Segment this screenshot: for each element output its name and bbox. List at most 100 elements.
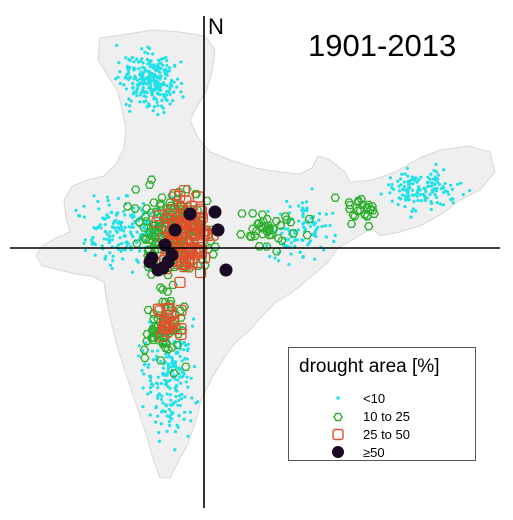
lt10-marker xyxy=(150,382,154,387)
lt10-marker xyxy=(76,213,81,218)
lt10-marker xyxy=(126,71,131,75)
legend-item-ge50: ≥50 xyxy=(289,444,475,462)
lt10-marker xyxy=(403,188,407,192)
c10to25-marker xyxy=(361,204,372,213)
lt10-marker xyxy=(433,175,438,179)
lt10-marker xyxy=(116,243,121,247)
lt10-marker xyxy=(129,99,133,103)
lt10-marker xyxy=(143,81,147,85)
legend-title: drought area [%] xyxy=(299,356,440,377)
c25to50-marker xyxy=(200,227,213,240)
lt10-marker xyxy=(107,240,112,244)
lt10-marker xyxy=(121,257,125,261)
lt10-marker xyxy=(126,241,130,246)
lt10-marker xyxy=(159,397,164,402)
lt10-marker xyxy=(155,79,159,83)
c10to25-marker xyxy=(144,180,155,189)
lt10-marker xyxy=(175,85,179,89)
lt10-marker xyxy=(148,374,153,378)
lt10-marker xyxy=(130,222,134,226)
lt10-marker xyxy=(406,187,410,192)
c10to25-marker xyxy=(261,242,272,251)
lt10-marker xyxy=(159,61,163,65)
lt10-marker xyxy=(144,341,148,345)
lt10-marker xyxy=(110,238,114,242)
lt10-marker xyxy=(145,90,149,95)
lt10-marker xyxy=(447,192,451,196)
lt10-marker xyxy=(196,400,200,404)
lt10-marker xyxy=(156,414,160,418)
c10to25-marker xyxy=(132,239,142,248)
lt10-marker xyxy=(118,70,122,74)
lt10-marker xyxy=(158,88,162,92)
lt10-marker xyxy=(156,396,160,400)
lt10-marker xyxy=(166,364,171,368)
c25to50-marker xyxy=(163,319,175,332)
lt10-marker xyxy=(322,248,326,252)
lt10-marker xyxy=(443,181,447,186)
lt10-marker xyxy=(150,90,155,94)
lt10-marker xyxy=(176,378,180,382)
c10to25-marker xyxy=(139,234,150,243)
lt10-marker xyxy=(414,192,418,196)
lt10-marker xyxy=(151,109,155,113)
lt10-marker xyxy=(173,63,177,67)
lt10-marker xyxy=(438,202,443,206)
lt10-marker xyxy=(147,362,151,367)
lt10-marker xyxy=(156,382,160,386)
lt10-marker xyxy=(328,224,332,228)
lt10-marker xyxy=(304,200,309,204)
c10to25-marker xyxy=(181,362,191,371)
lt10-marker xyxy=(405,166,409,170)
lt10-marker xyxy=(161,401,165,405)
lt10-marker xyxy=(441,203,446,207)
lt10-marker xyxy=(97,207,101,211)
lt10-marker xyxy=(183,395,187,399)
lt10-marker xyxy=(158,93,162,97)
legend-label: <10 xyxy=(363,391,386,406)
c10to25-marker xyxy=(130,204,140,213)
lt10-marker xyxy=(429,172,433,176)
lt10-marker xyxy=(147,69,151,73)
lt10-marker xyxy=(186,385,190,389)
lt10-marker xyxy=(441,185,445,189)
lt10-marker xyxy=(166,369,170,373)
c10to25-marker xyxy=(282,215,292,224)
lt10-marker xyxy=(298,250,302,254)
lt10-marker xyxy=(441,168,446,172)
lt10-marker xyxy=(121,229,126,233)
lt10-marker xyxy=(124,102,128,107)
c10to25-marker xyxy=(263,221,274,231)
lt10-marker xyxy=(82,241,86,245)
lt10-marker xyxy=(408,182,412,186)
lt10-marker xyxy=(323,224,327,228)
lt10-marker xyxy=(164,404,169,408)
lt10-marker xyxy=(307,241,311,245)
lt10-marker xyxy=(182,417,186,422)
lt10-marker xyxy=(409,215,413,219)
c10to25-marker xyxy=(130,185,141,194)
lt10-marker xyxy=(171,99,175,103)
ge50-marker xyxy=(158,238,172,252)
lt10-marker xyxy=(103,229,107,234)
lt10-marker xyxy=(128,104,132,108)
lt10-marker xyxy=(165,59,169,63)
lt10-marker xyxy=(93,242,97,246)
lt10-marker xyxy=(147,320,152,324)
c25to50-marker xyxy=(194,203,206,215)
c10to25-marker xyxy=(277,236,287,246)
c10to25-marker xyxy=(163,270,173,280)
lt10-marker xyxy=(434,195,439,200)
lt10-marker xyxy=(289,241,293,245)
c25to50-marker xyxy=(186,258,198,270)
lt10-marker xyxy=(303,208,307,212)
lt10-marker xyxy=(137,354,141,358)
lt10-marker xyxy=(142,91,147,95)
lt10-marker xyxy=(181,95,185,99)
lt10-marker xyxy=(111,254,115,258)
small-dot-icon xyxy=(336,396,340,400)
lt10-marker xyxy=(400,193,405,197)
lt10-marker xyxy=(138,77,143,81)
lt10-marker xyxy=(140,65,144,69)
c10to25-marker xyxy=(169,369,179,378)
